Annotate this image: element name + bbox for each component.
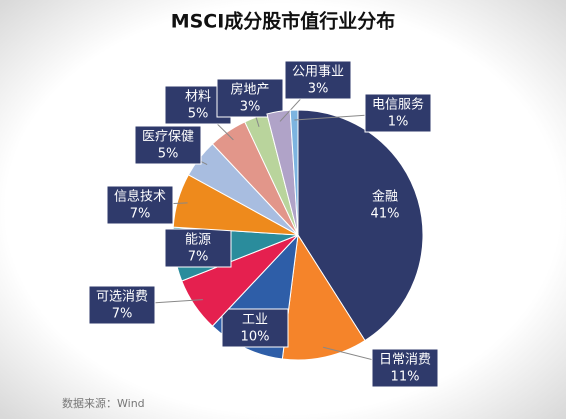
slice-value: 7% bbox=[188, 250, 209, 265]
label-box bbox=[134, 125, 202, 165]
slice-label: 房地产 bbox=[230, 82, 269, 98]
label-box bbox=[88, 285, 156, 325]
slice-value: 41% bbox=[371, 207, 400, 222]
chart-title: MSCI成分股市值行业分布 bbox=[171, 10, 396, 33]
slice-label: 医疗保健 bbox=[142, 130, 194, 145]
slice-value: 5% bbox=[158, 147, 179, 162]
slice-label: 信息技术 bbox=[114, 189, 166, 205]
slice-label: 电信服务 bbox=[372, 97, 424, 113]
label-box bbox=[364, 93, 432, 133]
label-box bbox=[106, 185, 174, 225]
slice-value: 10% bbox=[241, 330, 270, 345]
slice-label: 金融 bbox=[372, 189, 398, 205]
slice-value: 1% bbox=[388, 115, 409, 130]
label-box bbox=[221, 308, 289, 348]
pie-slice bbox=[281, 233, 366, 361]
slice-label: 可选消费 bbox=[96, 290, 148, 305]
label-box bbox=[371, 348, 439, 388]
slice-value: 3% bbox=[308, 82, 329, 97]
slice-value: 7% bbox=[130, 207, 151, 222]
slice-label: 材料 bbox=[185, 90, 211, 105]
slice-label: 公用事业 bbox=[292, 65, 344, 80]
slice-label: 能源 bbox=[185, 233, 211, 248]
label-box bbox=[284, 60, 352, 100]
slice-value: 3% bbox=[240, 100, 261, 115]
label-box bbox=[216, 78, 284, 118]
pie-slice bbox=[289, 109, 299, 236]
source: 数据来源：Wind bbox=[62, 396, 145, 410]
slice-label: 工业 bbox=[242, 313, 268, 328]
slice-value: 5% bbox=[188, 107, 209, 122]
slice-label: 日常消费 bbox=[379, 353, 431, 368]
slice-value: 11% bbox=[391, 370, 420, 385]
slice-value: 7% bbox=[112, 307, 133, 322]
